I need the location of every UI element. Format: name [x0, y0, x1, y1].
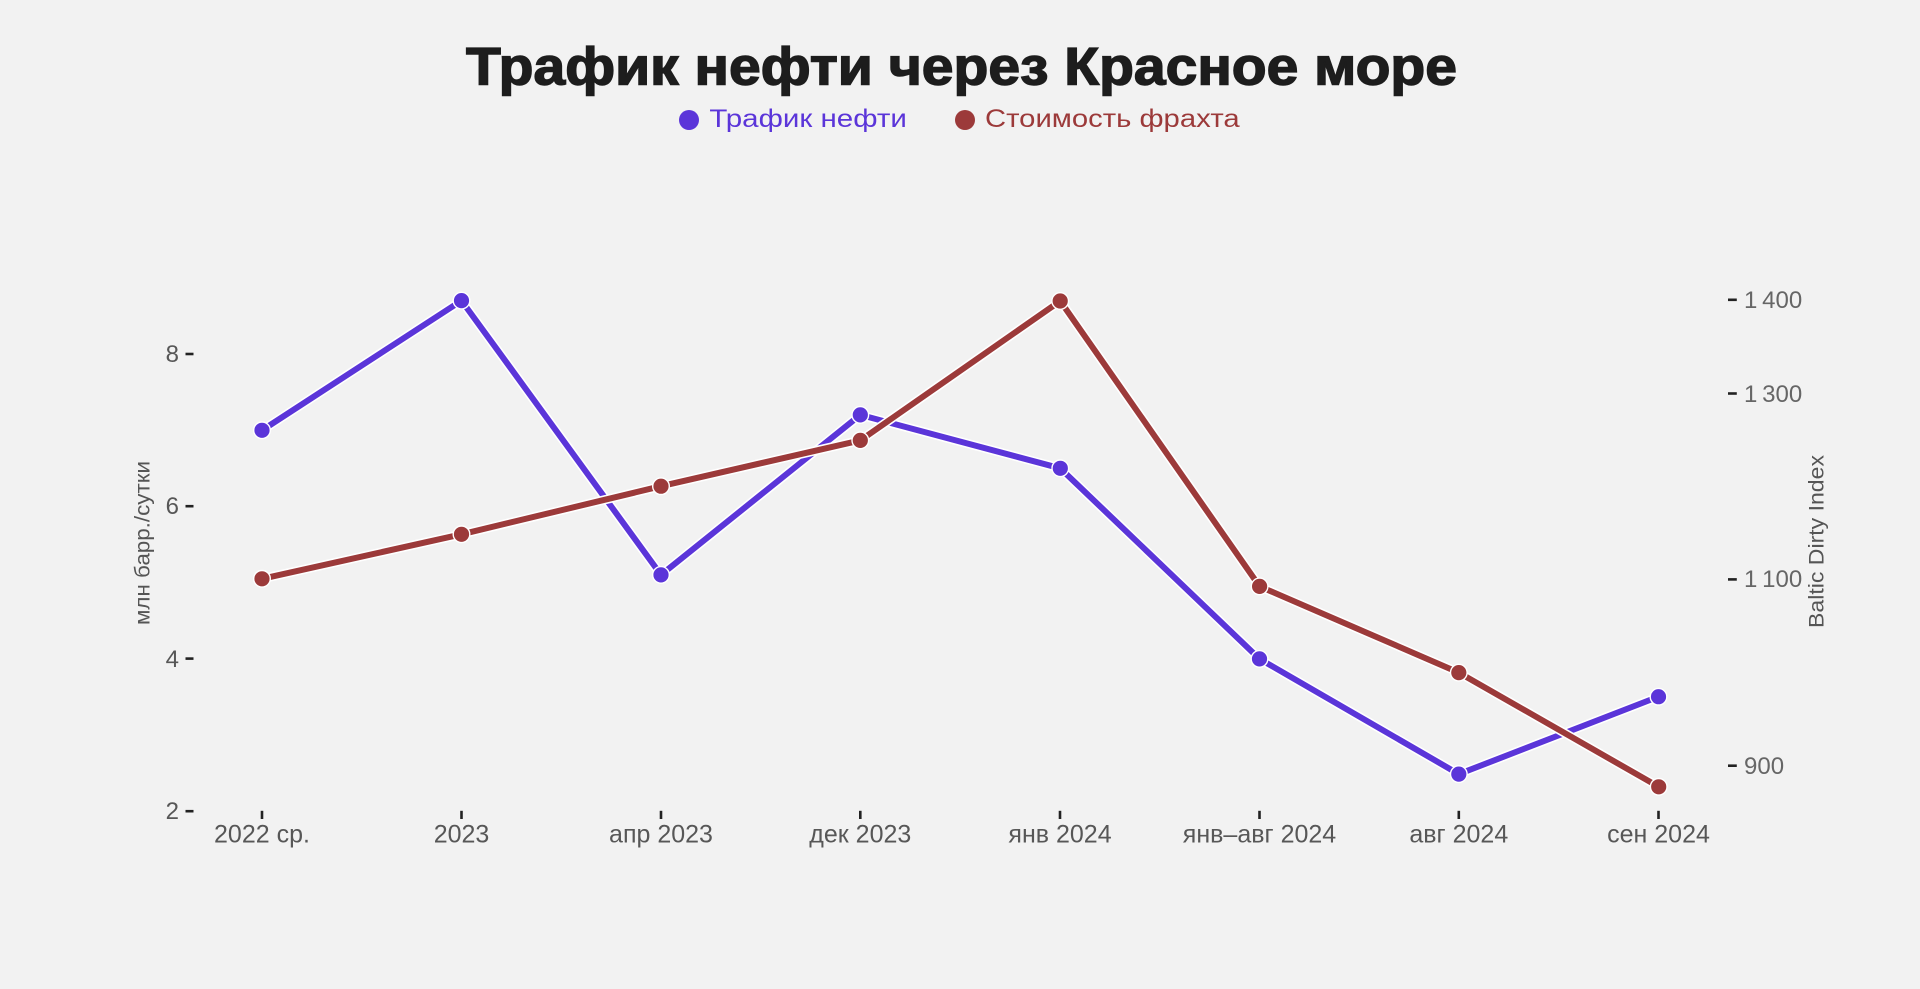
svg-text:2022 ср.: 2022 ср.: [214, 821, 310, 849]
svg-text:2: 2: [166, 798, 179, 825]
svg-text:млн барр./сутки: млн барр./сутки: [132, 461, 155, 625]
svg-text:Стоимость фрахта: Стоимость фрахта: [985, 105, 1240, 133]
svg-text:4: 4: [166, 646, 179, 673]
svg-text:6: 6: [166, 493, 179, 520]
svg-text:1 100: 1 100: [1744, 566, 1802, 593]
svg-text:сен 2024: сен 2024: [1607, 821, 1710, 849]
svg-text:1 300: 1 300: [1744, 381, 1802, 408]
svg-text:2023: 2023: [434, 821, 490, 849]
svg-text:Трафик нефти через Красное мор: Трафик нефти через Красное море: [466, 38, 1457, 97]
svg-text:8: 8: [166, 341, 179, 368]
svg-text:900: 900: [1744, 753, 1784, 780]
svg-text:апр 2023: апр 2023: [609, 821, 713, 849]
svg-text:дек 2023: дек 2023: [809, 821, 911, 849]
svg-text:авг 2024: авг 2024: [1409, 821, 1508, 849]
svg-text:1 400: 1 400: [1744, 287, 1802, 314]
svg-text:янв 2024: янв 2024: [1008, 821, 1111, 849]
svg-text:Трафик нефти: Трафик нефти: [709, 105, 907, 133]
svg-text:янв–авг 2024: янв–авг 2024: [1183, 821, 1336, 849]
svg-text:Baltic Dirty Index: Baltic Dirty Index: [1806, 454, 1829, 628]
